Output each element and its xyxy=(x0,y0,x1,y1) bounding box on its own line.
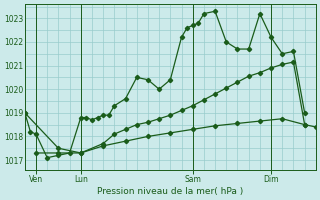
X-axis label: Pression niveau de la mer( hPa ): Pression niveau de la mer( hPa ) xyxy=(97,187,244,196)
